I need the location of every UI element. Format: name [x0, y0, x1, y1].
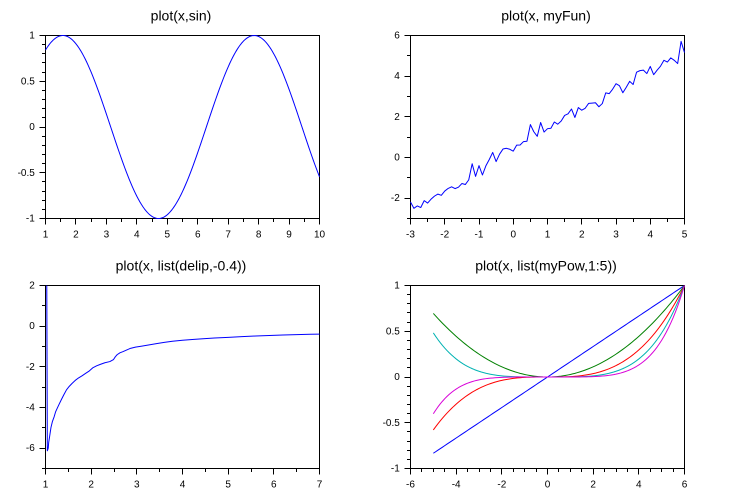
- svg-text:5: 5: [682, 230, 688, 241]
- svg-text:1: 1: [545, 230, 551, 241]
- svg-text:0: 0: [29, 321, 35, 332]
- svg-text:-2: -2: [497, 480, 506, 491]
- svg-text:-4: -4: [26, 403, 35, 414]
- svg-text:6: 6: [682, 480, 688, 491]
- svg-text:5: 5: [225, 480, 231, 491]
- svg-text:plot(x, list(delip,-0.4)): plot(x, list(delip,-0.4)): [116, 257, 247, 273]
- svg-text:4: 4: [394, 71, 400, 82]
- svg-text:4: 4: [647, 230, 653, 241]
- svg-text:-1: -1: [391, 464, 400, 475]
- svg-text:2: 2: [394, 112, 400, 123]
- svg-text:0: 0: [545, 480, 551, 491]
- svg-text:-2: -2: [440, 230, 449, 241]
- svg-text:6: 6: [271, 480, 277, 491]
- svg-text:plot(x,sin): plot(x,sin): [151, 8, 212, 24]
- svg-text:-2: -2: [391, 193, 400, 204]
- svg-text:4: 4: [180, 480, 186, 491]
- svg-text:7: 7: [225, 230, 231, 241]
- svg-text:5: 5: [164, 230, 170, 241]
- svg-text:-2: -2: [26, 362, 35, 373]
- svg-text:2: 2: [88, 480, 94, 491]
- svg-text:plot(x, list(myPow,1:5)): plot(x, list(myPow,1:5)): [475, 257, 617, 273]
- svg-text:-3: -3: [406, 230, 415, 241]
- svg-text:3: 3: [134, 480, 140, 491]
- svg-text:8: 8: [256, 230, 262, 241]
- svg-text:1: 1: [43, 480, 49, 491]
- svg-text:-0.5: -0.5: [383, 418, 401, 429]
- svg-text:0: 0: [29, 122, 35, 133]
- svg-text:6: 6: [195, 230, 201, 241]
- svg-text:7: 7: [317, 480, 323, 491]
- svg-text:0.5: 0.5: [21, 76, 35, 87]
- svg-text:1: 1: [43, 230, 49, 241]
- svg-text:2: 2: [590, 480, 596, 491]
- svg-text:-6: -6: [26, 443, 35, 454]
- svg-text:-1: -1: [26, 214, 35, 225]
- svg-text:0.5: 0.5: [386, 326, 400, 337]
- svg-text:0: 0: [510, 230, 516, 241]
- svg-text:0: 0: [394, 372, 400, 383]
- svg-text:-0.5: -0.5: [18, 168, 36, 179]
- svg-text:1: 1: [29, 31, 35, 42]
- svg-text:-4: -4: [452, 480, 461, 491]
- svg-text:10: 10: [314, 230, 326, 241]
- svg-text:9: 9: [286, 230, 292, 241]
- svg-text:2: 2: [29, 281, 35, 292]
- svg-text:plot(x, myFun): plot(x, myFun): [501, 8, 590, 24]
- svg-text:0: 0: [394, 153, 400, 164]
- svg-text:6: 6: [394, 31, 400, 42]
- svg-text:-6: -6: [406, 480, 415, 491]
- svg-text:2: 2: [73, 230, 79, 241]
- svg-text:2: 2: [579, 230, 585, 241]
- svg-text:4: 4: [134, 230, 140, 241]
- svg-text:-1: -1: [475, 230, 484, 241]
- svg-text:4: 4: [636, 480, 642, 491]
- svg-text:1: 1: [394, 281, 400, 292]
- svg-text:3: 3: [613, 230, 619, 241]
- svg-text:3: 3: [104, 230, 110, 241]
